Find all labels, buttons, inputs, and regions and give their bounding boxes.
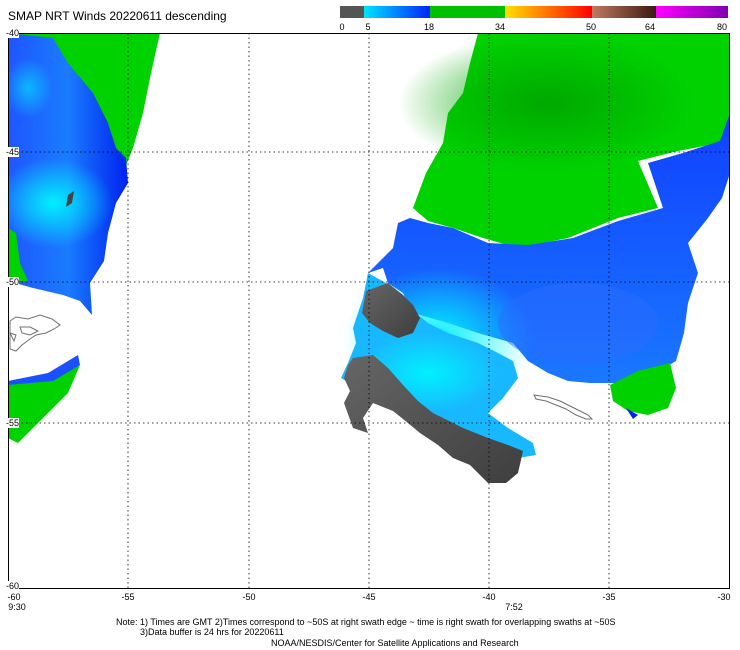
left-swath-bottom-green <box>8 365 80 443</box>
left-swath-light-area <box>8 158 113 248</box>
colorbar-label-18: 18 <box>423 22 435 32</box>
lon-label: -35 <box>602 592 616 602</box>
lat-label: -60 <box>6 581 20 591</box>
colorbar-label-80: 80 <box>716 22 728 32</box>
lon-label: -60 <box>7 592 21 602</box>
wind-speed-colorbar <box>340 6 728 18</box>
colorbar-segment-strong <box>505 6 592 18</box>
swath-time-label: 7:52 <box>505 602 523 612</box>
right-swath-calm-upper <box>362 283 420 338</box>
colorbar-label-64: 64 <box>644 22 656 32</box>
credit-line: NOAA/NESDIS/Center for Satellite Applica… <box>271 638 519 648</box>
left-swath-green-lower <box>8 228 28 281</box>
land-outlines <box>9 314 594 420</box>
right-swath-calm-lower <box>344 355 523 483</box>
footnote-line-1: Note: 1) Times are GMT 2)Times correspon… <box>116 617 616 627</box>
swath-time-label: 9:30 <box>8 602 26 612</box>
falkland-islands-outline <box>9 314 61 352</box>
lat-label: -45 <box>6 147 20 157</box>
footnote-line-2: 3)Data buffer is 24 hrs for 20220611 <box>140 627 284 637</box>
right-swath-bottom-green <box>610 363 676 415</box>
chart-title: SMAP NRT Winds 20220611 descending <box>8 9 227 23</box>
lat-label: -55 <box>6 418 20 428</box>
right-swath <box>341 33 730 483</box>
right-swath-green-core <box>398 33 698 173</box>
colorbar-label-0: 0 <box>339 22 345 32</box>
colorbar-segment-hurricane <box>656 6 728 18</box>
lat-label: -40 <box>6 28 20 38</box>
lat-label: -50 <box>6 277 20 287</box>
lon-label: -45 <box>362 592 376 602</box>
lon-label: -30 <box>717 592 731 602</box>
lon-label: -50 <box>242 592 256 602</box>
lon-label: -40 <box>482 592 496 602</box>
lon-label: -55 <box>121 592 135 602</box>
graticule <box>8 33 730 589</box>
colorbar-segment-light <box>364 6 430 18</box>
left-swath <box>8 33 160 443</box>
colorbar-segment-storm <box>592 6 656 18</box>
map-frame <box>8 33 730 589</box>
left-swath-calm-patch <box>66 191 74 207</box>
colorbar-label-5: 5 <box>365 22 371 32</box>
wind-map <box>8 33 730 589</box>
colorbar-segment-calm <box>340 6 364 18</box>
colorbar-label-34: 34 <box>494 22 506 32</box>
colorbar-segment-moderate <box>430 6 505 18</box>
colorbar-label-50: 50 <box>585 22 597 32</box>
south-georgia-outline <box>533 394 594 420</box>
left-swath-bottom-blue <box>8 355 80 391</box>
